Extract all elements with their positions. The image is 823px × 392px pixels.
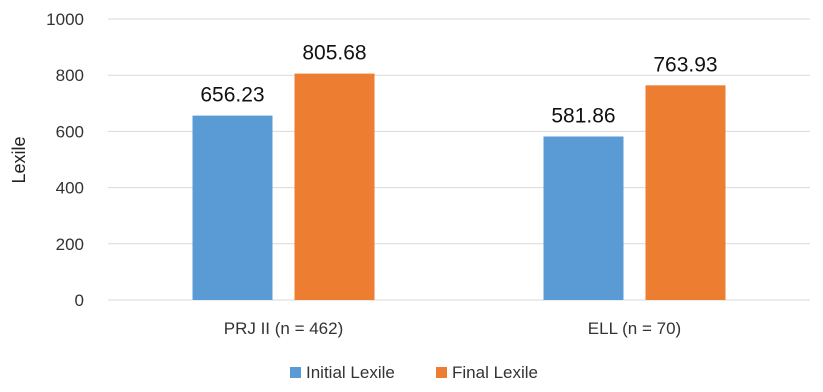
bar-final-0: [294, 73, 375, 301]
x-category-label: ELL (n = 70): [588, 319, 681, 338]
y-tick-label: 800: [56, 66, 84, 85]
x-category-label: PRJ II (n = 462): [224, 319, 344, 338]
data-labels: 656.23 805.68 581.86 763.93: [200, 42, 717, 128]
x-axis-categories: PRJ II (n = 462) ELL (n = 70): [224, 319, 681, 338]
data-label: 656.23: [200, 84, 264, 107]
data-label: 805.68: [302, 42, 366, 65]
bar-final-1: [645, 85, 726, 301]
legend: Initial Lexile Final Lexile: [290, 363, 538, 382]
legend-swatch: [436, 367, 447, 378]
y-tick-label: 0: [75, 291, 84, 310]
y-tick-label: 400: [56, 179, 84, 198]
legend-label: Initial Lexile: [306, 363, 395, 382]
bar-initial-0: [192, 115, 273, 301]
data-label: 581.86: [551, 104, 615, 127]
y-tick-label: 1000: [46, 10, 84, 29]
y-axis-label: Lexile: [9, 136, 29, 183]
data-label: 763.93: [653, 53, 717, 76]
legend-label: Final Lexile: [452, 363, 538, 382]
y-tick-label: 200: [56, 235, 84, 254]
legend-swatch: [290, 367, 301, 378]
bars: [192, 73, 726, 301]
bar-initial-1: [543, 136, 624, 300]
y-axis-ticks: 0 200 400 600 800 1000: [46, 10, 84, 310]
y-tick-label: 600: [56, 122, 84, 141]
